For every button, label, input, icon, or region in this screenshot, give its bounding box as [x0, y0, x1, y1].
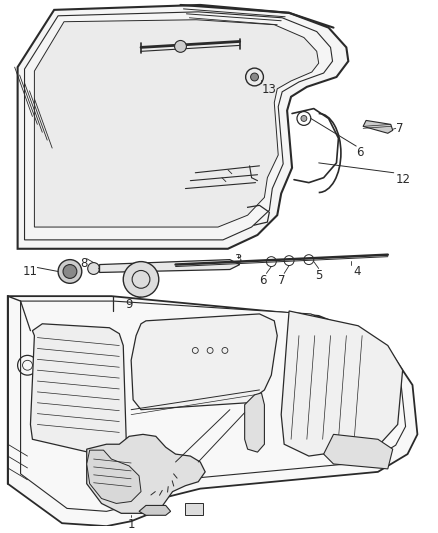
- Polygon shape: [35, 20, 319, 227]
- Polygon shape: [139, 505, 171, 515]
- Polygon shape: [8, 296, 417, 526]
- Text: 6: 6: [356, 146, 364, 159]
- Polygon shape: [131, 314, 277, 410]
- Circle shape: [58, 260, 82, 284]
- Text: 9: 9: [125, 298, 133, 311]
- Polygon shape: [324, 434, 393, 469]
- Polygon shape: [281, 311, 403, 456]
- Polygon shape: [18, 5, 348, 249]
- Circle shape: [88, 263, 99, 274]
- Polygon shape: [363, 120, 393, 133]
- Polygon shape: [245, 393, 265, 452]
- Polygon shape: [21, 301, 406, 511]
- Text: 7: 7: [279, 274, 286, 287]
- FancyBboxPatch shape: [185, 504, 203, 515]
- Circle shape: [123, 262, 159, 297]
- Text: 11: 11: [22, 264, 37, 278]
- Text: 12: 12: [396, 173, 411, 186]
- Circle shape: [63, 264, 77, 278]
- Circle shape: [251, 73, 258, 81]
- Text: 1: 1: [127, 518, 135, 531]
- Polygon shape: [31, 324, 126, 454]
- Text: 8: 8: [80, 257, 88, 270]
- Circle shape: [301, 116, 307, 122]
- Polygon shape: [87, 434, 205, 513]
- Text: 6: 6: [259, 274, 266, 287]
- Circle shape: [175, 41, 187, 52]
- Text: 5: 5: [315, 270, 322, 282]
- Polygon shape: [25, 12, 332, 240]
- Text: 7: 7: [396, 122, 403, 135]
- Text: 4: 4: [353, 264, 361, 278]
- Polygon shape: [99, 260, 240, 272]
- Text: 13: 13: [261, 83, 276, 96]
- Text: 3: 3: [234, 253, 241, 266]
- Polygon shape: [87, 450, 141, 504]
